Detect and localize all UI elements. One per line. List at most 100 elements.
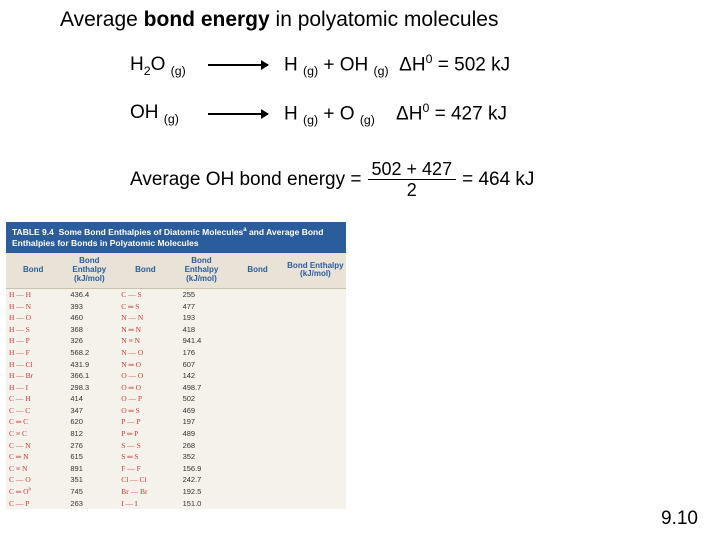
bond-cell xyxy=(230,439,284,451)
title-pre: Average xyxy=(60,8,144,31)
value-cell xyxy=(285,312,346,324)
value-cell xyxy=(285,497,346,509)
value-cell: 745 xyxy=(60,486,118,498)
bond-cell: P — P xyxy=(118,416,172,428)
products: H (g) + OH (g) ΔH0 = 502 kJ xyxy=(284,50,510,81)
enthalpy-table: Bond Bond Enthalpy (kJ/mol) Bond Bond En… xyxy=(6,253,346,509)
value-cell xyxy=(285,439,346,451)
col-header: Bond xyxy=(118,253,172,288)
arrow-icon xyxy=(208,113,268,115)
value-cell: 812 xyxy=(60,428,118,440)
bond-cell: O ═ S xyxy=(118,405,172,417)
reaction-row: OH (g) H (g) + O (g) ΔH0 = 427 kJ xyxy=(130,99,510,130)
value-cell: 298.3 xyxy=(60,381,118,393)
bond-cell: H — F xyxy=(6,347,60,359)
table-row: C — N276S — S268 xyxy=(6,439,346,451)
value-cell: 418 xyxy=(173,323,231,335)
bond-cell xyxy=(230,393,284,405)
table-row: C ═ N615S ═ S352 xyxy=(6,451,346,463)
reaction-row: H2O (g) H (g) + OH (g) ΔH0 = 502 kJ xyxy=(130,50,510,81)
bond-cell: C ═ N xyxy=(6,451,60,463)
table-head: Bond Bond Enthalpy (kJ/mol) Bond Bond En… xyxy=(6,253,346,288)
bond-cell: H — H xyxy=(6,288,60,300)
value-cell: 502 xyxy=(173,393,231,405)
bond-cell xyxy=(230,497,284,509)
table-row: C ═ C620P — P197 xyxy=(6,416,346,428)
table-row: C ═ Ob745Br — Br192.5 xyxy=(6,486,346,498)
table-row: C — H414O — P502 xyxy=(6,393,346,405)
bond-cell: C — N xyxy=(6,439,60,451)
value-cell: 414 xyxy=(60,393,118,405)
bond-cell xyxy=(230,451,284,463)
bond-cell: C ═ S xyxy=(118,300,172,312)
bond-cell xyxy=(230,312,284,324)
value-cell: 193 xyxy=(173,312,231,324)
table-row: H — N393C ═ S477 xyxy=(6,300,346,312)
bond-cell xyxy=(230,370,284,382)
bond-cell xyxy=(230,300,284,312)
col-header: Bond Enthalpy (kJ/mol) xyxy=(173,253,231,288)
bond-cell: H — S xyxy=(6,323,60,335)
bond-cell: N ≡ N xyxy=(118,335,172,347)
bond-cell: H — N xyxy=(6,300,60,312)
value-cell xyxy=(285,416,346,428)
value-cell: 891 xyxy=(60,463,118,475)
table-row: H — F568.2N — O176 xyxy=(6,347,346,359)
value-cell: 460 xyxy=(60,312,118,324)
bond-cell: C — P xyxy=(6,497,60,509)
value-cell: 242.7 xyxy=(173,474,231,486)
value-cell: 615 xyxy=(60,451,118,463)
value-cell xyxy=(285,463,346,475)
bond-cell xyxy=(230,474,284,486)
value-cell: 326 xyxy=(60,335,118,347)
table-row: H — S368N ═ N418 xyxy=(6,323,346,335)
col-header: Bond xyxy=(230,253,284,288)
numerator: 502 + 427 xyxy=(368,160,457,180)
bond-cell: H — O xyxy=(6,312,60,324)
bond-cell: C ═ C xyxy=(6,416,60,428)
table-row: H — H436.4C — S255 xyxy=(6,288,346,300)
value-cell xyxy=(285,474,346,486)
table-row: C — C347O ═ S469 xyxy=(6,405,346,417)
value-cell xyxy=(285,428,346,440)
value-cell: 351 xyxy=(60,474,118,486)
bond-cell xyxy=(230,381,284,393)
table-row: H — Cl431.9N ═ O607 xyxy=(6,358,346,370)
bond-cell: F — F xyxy=(118,463,172,475)
avg-result: = 464 kJ xyxy=(462,169,534,191)
bond-enthalpy-table: TABLE 9.4 Some Bond Enthalpies of Diatom… xyxy=(6,222,346,509)
bond-cell: N ═ O xyxy=(118,358,172,370)
table-caption: TABLE 9.4 Some Bond Enthalpies of Diatom… xyxy=(6,222,346,253)
bond-cell: P ═ P xyxy=(118,428,172,440)
bond-cell xyxy=(230,347,284,359)
value-cell: 255 xyxy=(173,288,231,300)
value-cell xyxy=(285,381,346,393)
table-row: C — P263I — I151.0 xyxy=(6,497,346,509)
table-row: H — I298.3O ═ O498.7 xyxy=(6,381,346,393)
value-cell: 498.7 xyxy=(173,381,231,393)
title-post: in polyatomic molecules xyxy=(270,8,499,31)
bond-cell xyxy=(230,463,284,475)
bond-cell: H — P xyxy=(6,335,60,347)
bond-cell: C ≡ C xyxy=(6,428,60,440)
bond-cell: C — H xyxy=(6,393,60,405)
value-cell: 436.4 xyxy=(60,288,118,300)
products: H (g) + O (g) ΔH0 = 427 kJ xyxy=(284,99,510,130)
bond-cell: C ═ Ob xyxy=(6,486,60,498)
value-cell: 156.9 xyxy=(173,463,231,475)
bond-cell: O — O xyxy=(118,370,172,382)
value-cell: 620 xyxy=(60,416,118,428)
value-cell: 393 xyxy=(60,300,118,312)
bond-cell: H — Cl xyxy=(6,358,60,370)
value-cell: 368 xyxy=(60,323,118,335)
title-bold: bond energy xyxy=(144,8,270,31)
value-cell: 192.5 xyxy=(173,486,231,498)
value-cell: 352 xyxy=(173,451,231,463)
value-cell: 477 xyxy=(173,300,231,312)
bond-cell xyxy=(230,416,284,428)
page-title: Average bond energy in polyatomic molecu… xyxy=(60,8,498,32)
value-cell xyxy=(285,393,346,405)
arrow-icon xyxy=(208,64,268,66)
value-cell: 263 xyxy=(60,497,118,509)
table-row: H — Br366.1O — O142 xyxy=(6,370,346,382)
